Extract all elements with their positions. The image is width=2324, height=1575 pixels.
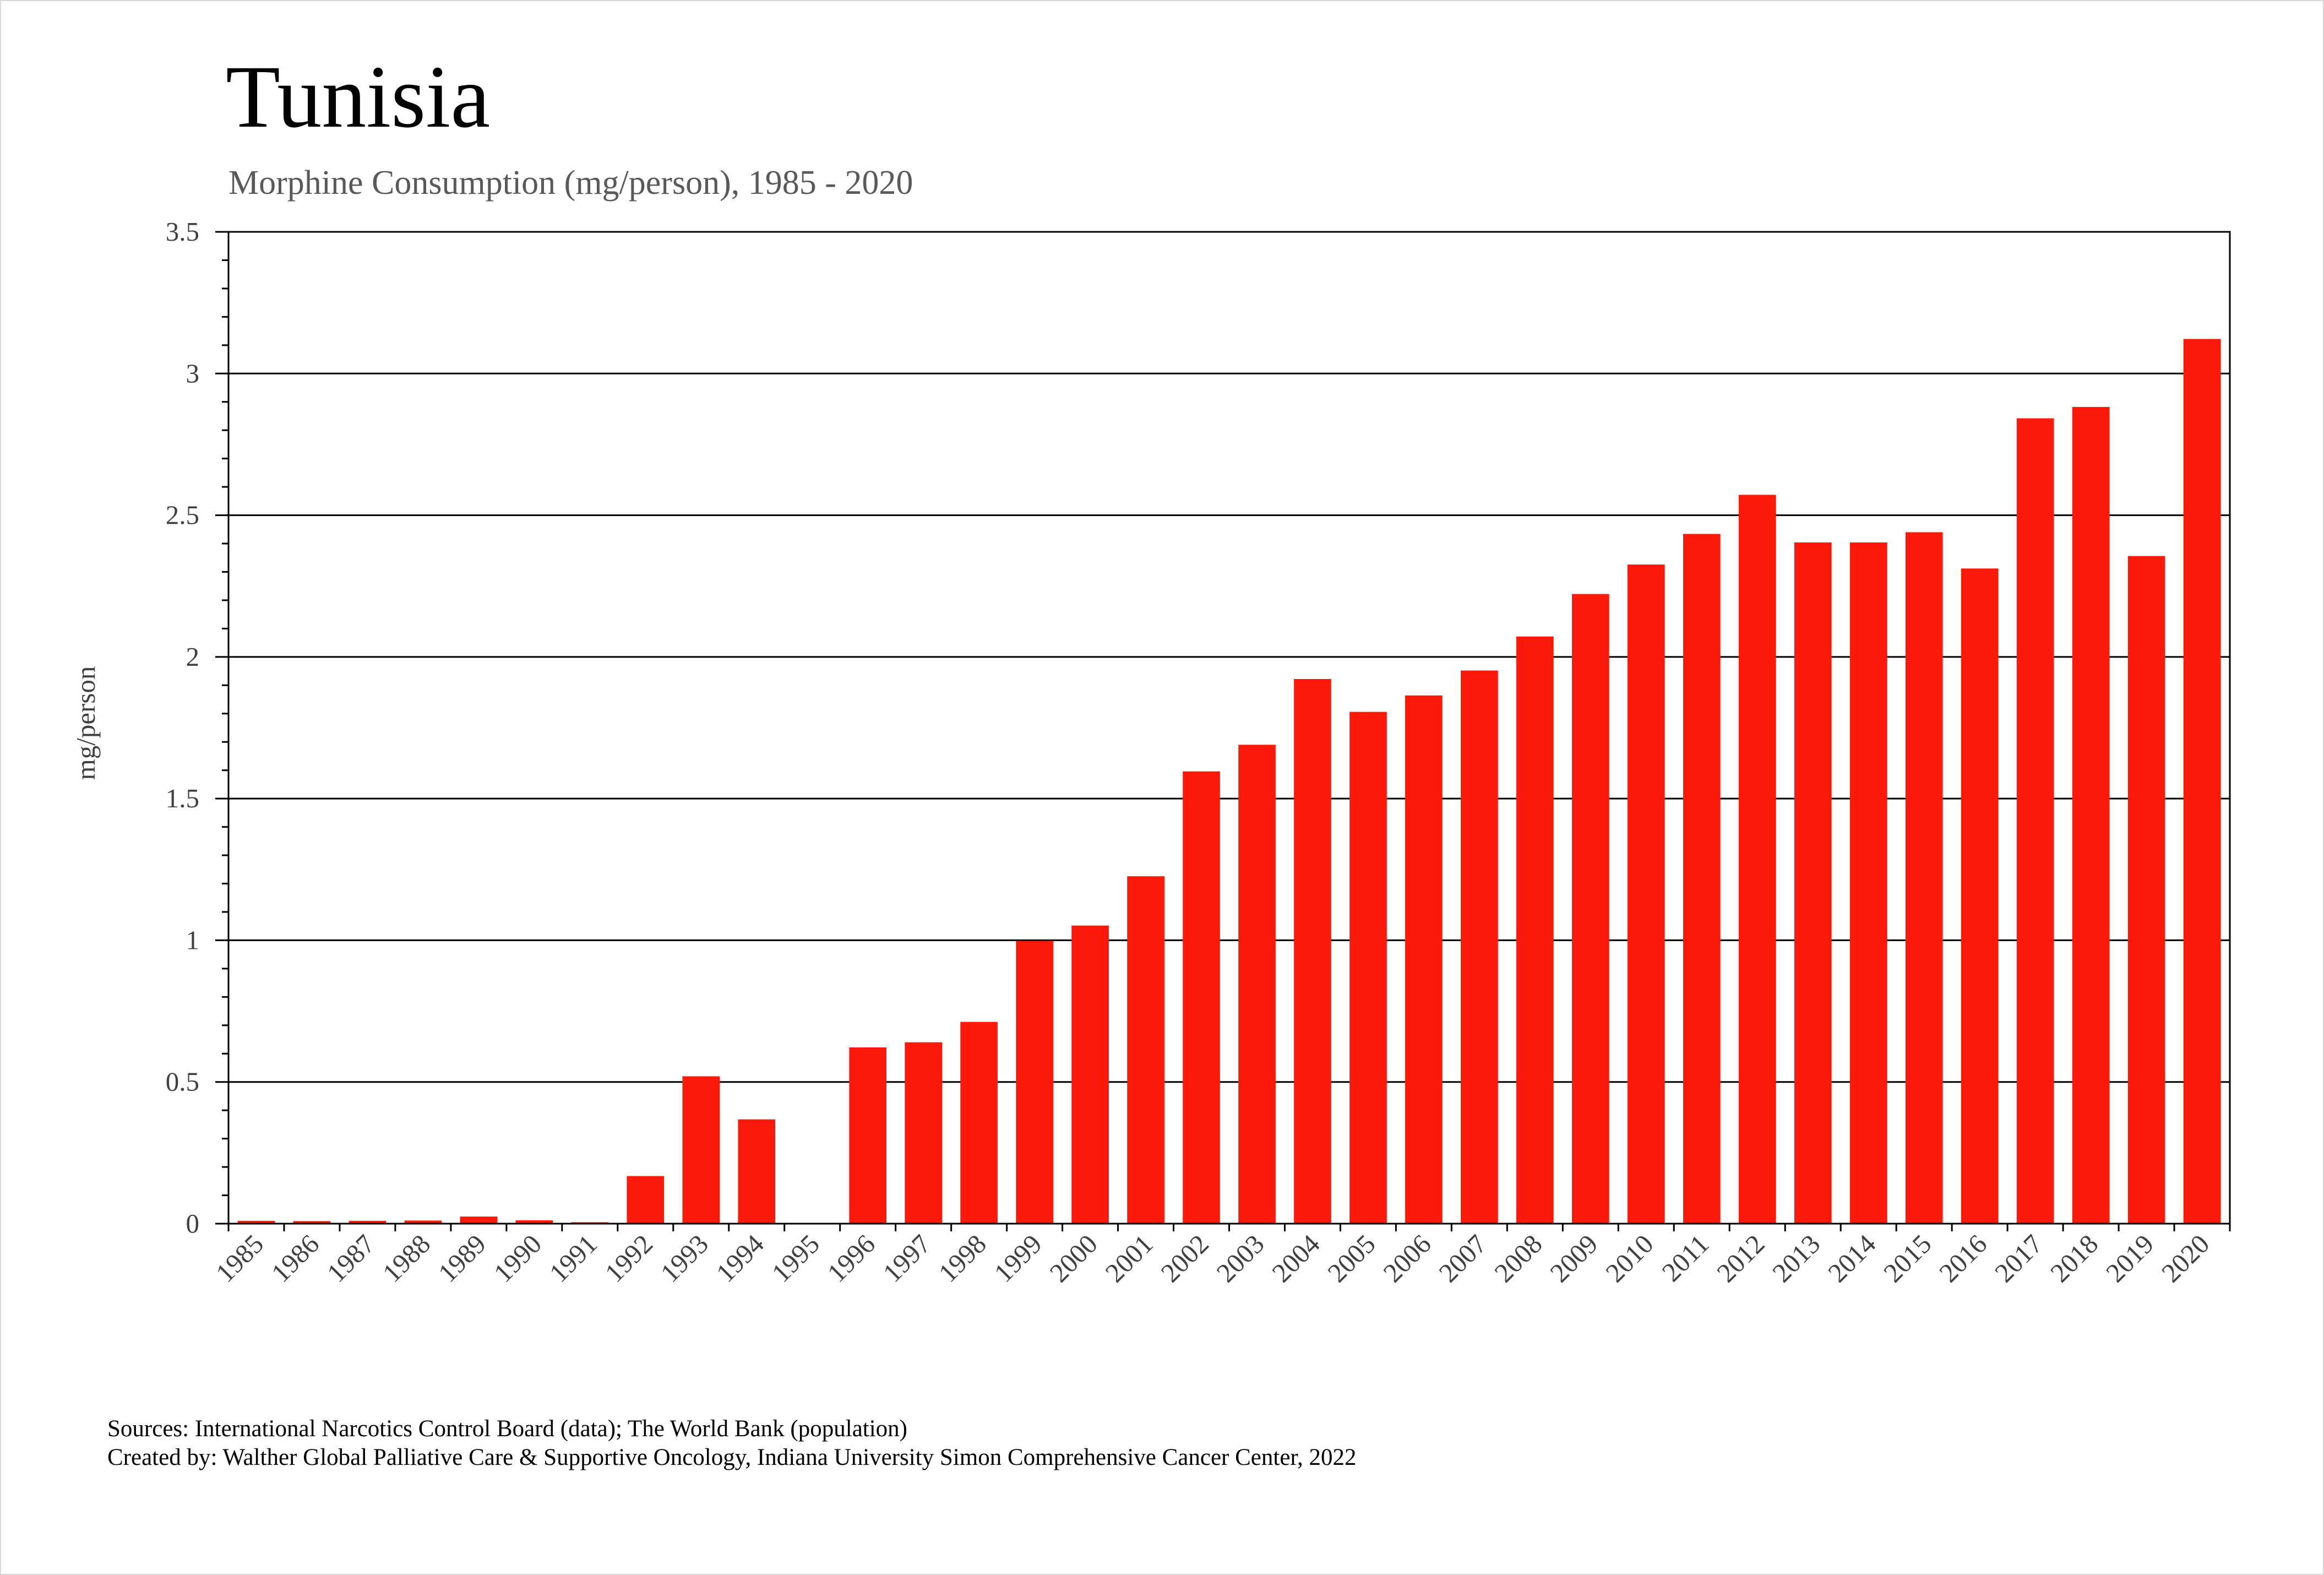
bar-1988 <box>404 1220 442 1224</box>
footer-sources: Sources: International Narcotics Control… <box>107 1416 907 1442</box>
x-tick-label-2005: 2005 <box>1322 1229 1381 1288</box>
bar-2016 <box>1961 568 1999 1224</box>
y-tick-label-7: 3.5 <box>166 216 199 247</box>
bar-1994 <box>738 1119 776 1224</box>
x-tick-label-2003: 2003 <box>1211 1229 1270 1288</box>
chart-title: Tunisia <box>226 48 490 146</box>
bar-1992 <box>627 1176 665 1224</box>
x-tick-label-1996: 1996 <box>821 1229 881 1288</box>
bar-2007 <box>1461 670 1498 1224</box>
y-tick-label-4: 2 <box>186 642 200 672</box>
bar-1987 <box>349 1220 387 1224</box>
y-tick-label-5: 2.5 <box>166 500 199 530</box>
bar-2014 <box>1849 542 1887 1224</box>
x-tick-label-2015: 2015 <box>1877 1229 1937 1288</box>
bar-2001 <box>1127 876 1164 1224</box>
y-tick-label-6: 3 <box>186 358 200 388</box>
x-tick-label-1990: 1990 <box>488 1229 547 1288</box>
x-tick-label-2017: 2017 <box>1989 1229 2048 1288</box>
x-tick-label-1987: 1987 <box>321 1229 380 1288</box>
bar-2002 <box>1183 771 1220 1224</box>
axes <box>215 231 2231 1231</box>
x-tick-label-1988: 1988 <box>377 1229 436 1288</box>
x-tick-label-1995: 1995 <box>766 1229 825 1288</box>
x-tick-label-1989: 1989 <box>432 1229 492 1288</box>
bar-1996 <box>849 1047 887 1224</box>
bar-2009 <box>1571 594 1609 1224</box>
x-tick-label-2007: 2007 <box>1433 1229 1492 1288</box>
bar-2000 <box>1071 925 1109 1224</box>
x-tick-label-1997: 1997 <box>877 1229 937 1288</box>
x-tick-label-2010: 2010 <box>1599 1229 1659 1288</box>
bar-2003 <box>1238 745 1276 1224</box>
bar-2006 <box>1405 695 1443 1224</box>
bar-2004 <box>1294 678 1331 1224</box>
x-tick-label-2006: 2006 <box>1377 1229 1436 1288</box>
x-tick-label-2019: 2019 <box>2100 1229 2159 1288</box>
x-tick-label-2013: 2013 <box>1766 1229 1826 1288</box>
x-tick-label-1985: 1985 <box>210 1229 269 1288</box>
bar-2010 <box>1627 564 1665 1224</box>
bar-2012 <box>1738 495 1776 1224</box>
bar-1999 <box>1016 941 1053 1224</box>
x-tick-label-2018: 2018 <box>2044 1229 2104 1288</box>
x-tick-label-1991: 1991 <box>543 1229 603 1288</box>
x-tick-label-1993: 1993 <box>655 1229 714 1288</box>
x-tick-label-2016: 2016 <box>1933 1229 1993 1288</box>
x-tick-label-2002: 2002 <box>1155 1229 1215 1288</box>
x-tick-label-2001: 2001 <box>1100 1229 1159 1288</box>
bar-2015 <box>1905 532 1943 1224</box>
bar-2020 <box>2183 339 2221 1224</box>
x-tick-label-2000: 2000 <box>1044 1229 1103 1288</box>
x-tick-label-1999: 1999 <box>988 1229 1048 1288</box>
x-tick-label-2014: 2014 <box>1822 1229 1881 1288</box>
y-axis-label: mg/person <box>70 666 101 780</box>
x-tick-label-2020: 2020 <box>2156 1229 2215 1288</box>
bar-2005 <box>1349 712 1387 1224</box>
x-tick-label-1986: 1986 <box>265 1229 325 1288</box>
y-tick-label-3: 1.5 <box>166 783 199 813</box>
bar-2018 <box>2072 407 2110 1224</box>
footer-created-by: Created by: Walther Global Palliative Ca… <box>107 1444 1357 1470</box>
x-tick-label-2009: 2009 <box>1544 1229 1603 1288</box>
bar-1998 <box>960 1022 998 1224</box>
y-tick-label-2: 1 <box>186 925 200 955</box>
bar-1986 <box>293 1221 331 1224</box>
bar-1989 <box>460 1216 498 1224</box>
y-tick-labels: 0 0.5 1 1.5 2 2.5 3 3.5 <box>166 216 199 1239</box>
bar-1997 <box>905 1042 942 1224</box>
bars <box>237 339 2221 1224</box>
bar-2011 <box>1683 534 1721 1224</box>
x-tick-label-2004: 2004 <box>1266 1229 1326 1288</box>
bar-1985 <box>237 1220 275 1224</box>
x-tick-label-1998: 1998 <box>933 1229 992 1288</box>
chart-subtitle: Morphine Consumption (mg/person), 1985 -… <box>228 164 913 202</box>
x-tick-label-2008: 2008 <box>1488 1229 1548 1288</box>
x-tick-label-1992: 1992 <box>599 1229 658 1288</box>
bar-2008 <box>1516 636 1554 1224</box>
y-tick-label-0: 0 <box>186 1208 200 1239</box>
bar-2017 <box>2016 418 2054 1224</box>
y-tick-label-1: 0.5 <box>166 1067 199 1097</box>
x-tick-label-2012: 2012 <box>1711 1229 1770 1288</box>
x-tick-label-2011: 2011 <box>1656 1229 1715 1288</box>
bar-2013 <box>1794 542 1832 1224</box>
bar-1993 <box>682 1076 720 1224</box>
x-tick-labels: 1985198619871988198919901991199219931994… <box>210 1229 2215 1288</box>
bar-1990 <box>515 1220 553 1224</box>
x-tick-label-1994: 1994 <box>710 1229 770 1288</box>
bar-2019 <box>2127 556 2165 1224</box>
